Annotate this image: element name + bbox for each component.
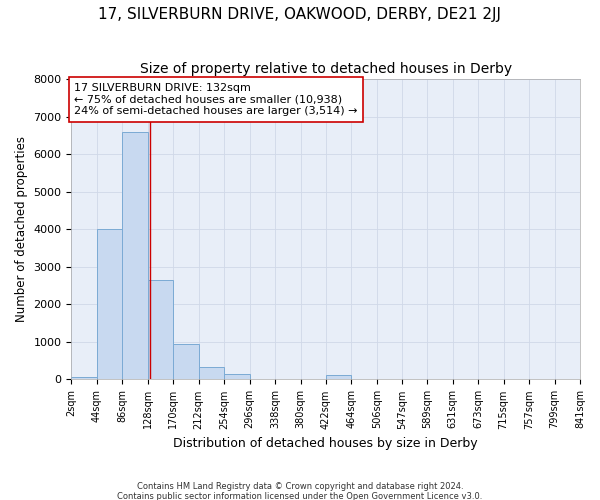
- Text: Contains HM Land Registry data © Crown copyright and database right 2024.
Contai: Contains HM Land Registry data © Crown c…: [118, 482, 482, 500]
- Bar: [326, 376, 352, 380]
- X-axis label: Distribution of detached houses by size in Derby: Distribution of detached houses by size …: [173, 437, 478, 450]
- Bar: [173, 344, 199, 380]
- Text: 17 SILVERBURN DRIVE: 132sqm
← 75% of detached houses are smaller (10,938)
24% of: 17 SILVERBURN DRIVE: 132sqm ← 75% of det…: [74, 83, 358, 116]
- Text: 17, SILVERBURN DRIVE, OAKWOOD, DERBY, DE21 2JJ: 17, SILVERBURN DRIVE, OAKWOOD, DERBY, DE…: [98, 8, 502, 22]
- Title: Size of property relative to detached houses in Derby: Size of property relative to detached ho…: [140, 62, 512, 76]
- Y-axis label: Number of detached properties: Number of detached properties: [15, 136, 28, 322]
- Bar: [224, 374, 250, 380]
- Bar: [148, 280, 173, 380]
- Bar: [71, 378, 97, 380]
- Bar: [122, 132, 148, 380]
- Bar: [199, 367, 224, 380]
- Bar: [97, 229, 122, 380]
